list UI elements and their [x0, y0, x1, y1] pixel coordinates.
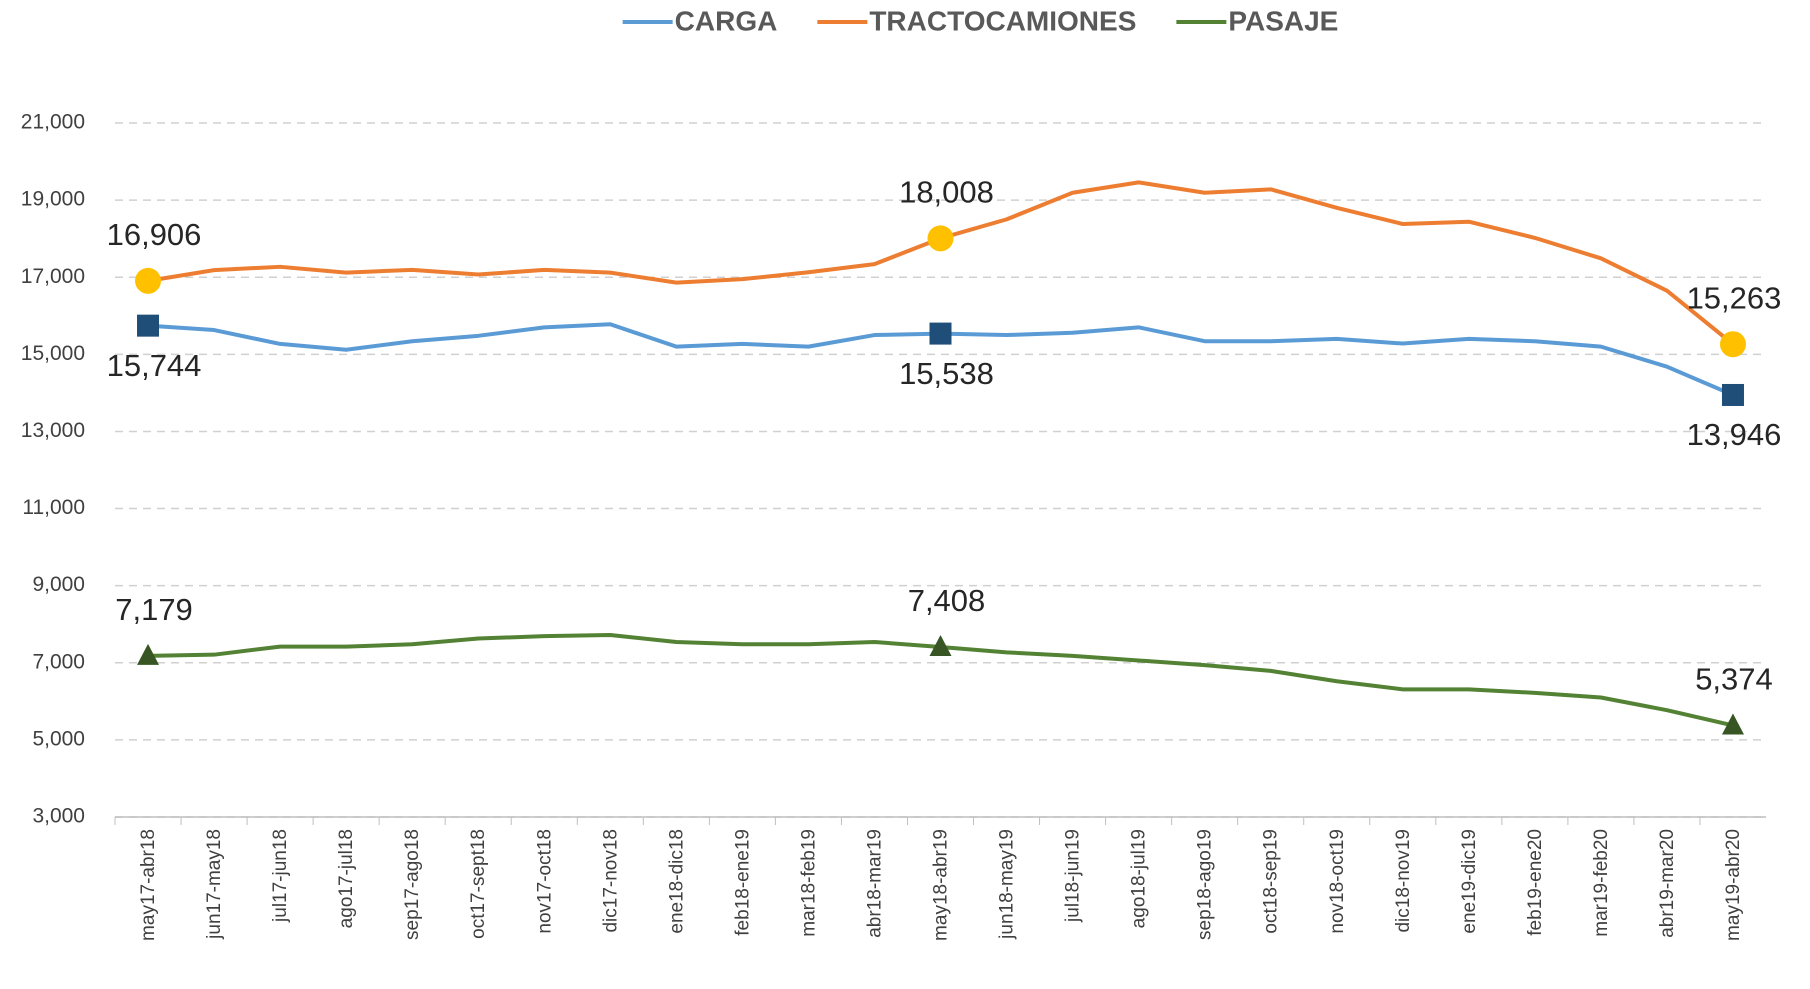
x-tick-label: mar19-feb20: [1591, 829, 1612, 937]
x-tick-label: jun17-may18: [204, 829, 225, 940]
data-label: 15,263: [1687, 280, 1782, 315]
x-tick-label: dic17-nov18: [600, 829, 621, 933]
data-label: 16,906: [107, 217, 202, 252]
legend-label: TRACTOCAMIONES: [869, 5, 1136, 36]
data-label: 7,408: [908, 583, 986, 618]
x-tick-label: abr18-mar19: [864, 829, 885, 938]
marker: [1721, 383, 1744, 406]
x-tick-label: may18-abr19: [931, 829, 952, 941]
y-tick-label: 11,000: [22, 496, 85, 519]
y-tick-label: 13,000: [21, 419, 85, 442]
y-tick-label: 21,000: [21, 111, 85, 134]
marker: [929, 322, 952, 345]
x-tick-label: oct17-sept18: [468, 829, 489, 939]
marker: [137, 314, 160, 337]
x-tick-label: ene18-dic18: [666, 829, 687, 934]
x-tick-label: may19-abr20: [1723, 829, 1744, 941]
y-tick-label: 7,000: [32, 650, 85, 673]
x-tick-label: may17-abr18: [138, 829, 159, 941]
data-label: 15,538: [899, 356, 994, 391]
legend-label: CARGA: [675, 5, 778, 36]
y-tick-label: 19,000: [21, 188, 85, 211]
x-tick-label: nov17-oct18: [534, 829, 555, 934]
marker: [135, 267, 162, 294]
x-tick-label: oct18-sep19: [1261, 829, 1282, 934]
y-tick-label: 5,000: [32, 727, 85, 750]
x-tick-label: abr19-mar20: [1657, 829, 1678, 938]
x-tick-label: mar18-feb19: [798, 829, 819, 937]
x-tick-label: feb18-ene19: [732, 829, 753, 936]
data-label: 5,374: [1695, 662, 1773, 697]
marker: [927, 225, 954, 252]
x-tick-label: sep18-ago19: [1195, 829, 1216, 940]
x-tick-label: dic18-nov19: [1393, 829, 1414, 933]
marker: [1721, 713, 1744, 735]
data-label: 7,179: [115, 592, 193, 627]
x-tick-label: jul18-jun19: [1063, 829, 1084, 923]
y-tick-label: 15,000: [21, 342, 85, 365]
x-tick-label: ago17-jul18: [336, 829, 357, 928]
x-tick-label: sep17-ago18: [402, 829, 423, 940]
data-label: 18,008: [899, 175, 994, 210]
x-tick-label: feb19-ene20: [1525, 829, 1546, 936]
marker: [929, 635, 952, 657]
x-tick-label: jul17-jun18: [270, 829, 291, 923]
y-tick-label: 9,000: [32, 573, 85, 596]
y-tick-label: 17,000: [21, 265, 85, 288]
x-tick-label: nov18-oct19: [1327, 829, 1348, 934]
marker: [1719, 331, 1746, 358]
x-tick-label: ene19-dic19: [1459, 829, 1480, 934]
legend-label: PASAJE: [1228, 5, 1338, 36]
marker: [137, 643, 160, 665]
y-tick-label: 3,000: [32, 805, 85, 828]
data-label: 15,744: [107, 348, 202, 383]
data-label: 13,946: [1687, 417, 1782, 452]
x-tick-label: ago18-jul19: [1129, 829, 1150, 928]
x-tick-label: jun18-may19: [997, 829, 1018, 940]
